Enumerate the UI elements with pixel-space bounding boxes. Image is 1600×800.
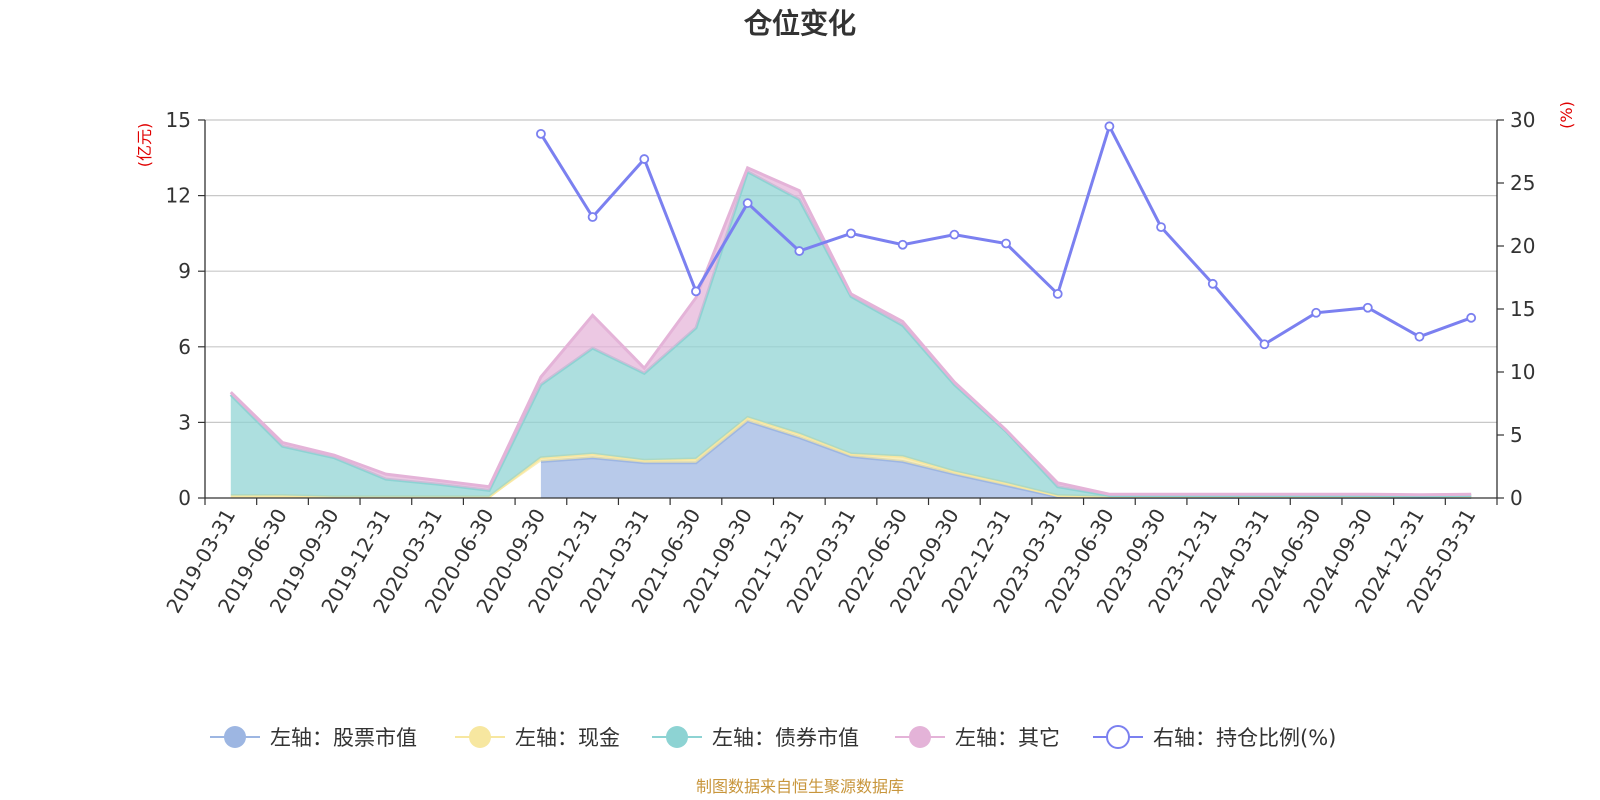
left-axis-tick-label: 9 [178, 259, 191, 283]
legend-label: 左轴：股票市值 [270, 726, 417, 750]
other-area-edge [229, 165, 1472, 497]
left-axis-tick-label: 6 [178, 335, 191, 359]
ratio-line [539, 122, 1472, 347]
ratio-point [846, 228, 856, 239]
legend-label: 右轴：持仓比例(%) [1153, 726, 1336, 750]
ratio-point [1207, 278, 1218, 289]
legend-item-ratio: 右轴：持仓比例(%) [1093, 725, 1336, 750]
left-axis-tick-label: 12 [166, 184, 191, 208]
ratio-line-series [536, 121, 1477, 350]
ratio-point [691, 286, 701, 297]
ratio-point [742, 198, 753, 209]
ratio-point [897, 239, 908, 250]
right-axis-tick-label: 10 [1510, 360, 1535, 384]
legend-item-stock: 左轴：股票市值 [210, 726, 417, 750]
legend-label: 左轴：其它 [955, 726, 1060, 750]
right-axis-tick-label: 25 [1510, 171, 1535, 195]
left-axis-tick-label: 3 [178, 410, 191, 434]
area-series [229, 165, 1472, 499]
legend-item-other: 左轴：其它 [895, 726, 1060, 750]
ratio-point [587, 212, 598, 222]
left-axis-unit-label: (亿元) [135, 123, 154, 168]
ratio-point [1001, 238, 1011, 249]
legend-swatch [1106, 725, 1130, 749]
ratio-point [1052, 288, 1063, 299]
legend-swatch [666, 726, 688, 748]
right-axis-tick-label: 20 [1510, 234, 1535, 258]
ratio-point [1156, 222, 1166, 233]
right-axis-tick-label: 30 [1510, 108, 1535, 132]
left-axis-tick-label: 0 [178, 486, 191, 510]
right-axis-unit-label: (%) [1557, 101, 1576, 129]
bond-area [230, 171, 1472, 497]
right-axis-tick-label: 0 [1510, 486, 1523, 510]
ratio-point [1414, 331, 1425, 342]
legend: 左轴：股票市值 左轴：现金 左轴：债券市值 左轴：其它 右轴：持仓比例(%) [210, 725, 1336, 750]
legend-swatch [909, 726, 931, 748]
grid-lines [205, 119, 1497, 423]
left-axis-tick-label: 15 [166, 108, 191, 132]
ratio-point [1362, 302, 1373, 313]
legend-item-cash: 左轴：现金 [455, 726, 620, 750]
ratio-point [949, 229, 960, 240]
ratio-point [536, 128, 546, 139]
legend-label: 左轴：债券市值 [712, 726, 859, 750]
legend-swatch [469, 726, 491, 748]
ratio-point [1259, 339, 1270, 350]
ratio-point [1104, 121, 1115, 132]
right-axis-tick-label: 15 [1510, 297, 1535, 321]
legend-label: 左轴：现金 [515, 726, 620, 750]
legend-item-bond: 左轴：债券市值 [652, 726, 859, 750]
right-axis-tick-label: 5 [1510, 423, 1523, 447]
ratio-point [1311, 307, 1322, 318]
chart-title: 仓位变化 [744, 7, 856, 40]
legend-swatch [224, 726, 246, 748]
stock-area [540, 421, 1472, 498]
ratio-point [639, 154, 650, 164]
ratio-point [1466, 312, 1477, 323]
ratio-point [794, 246, 805, 256]
source-note: 制图数据来自恒生聚源数据库 [696, 777, 904, 796]
